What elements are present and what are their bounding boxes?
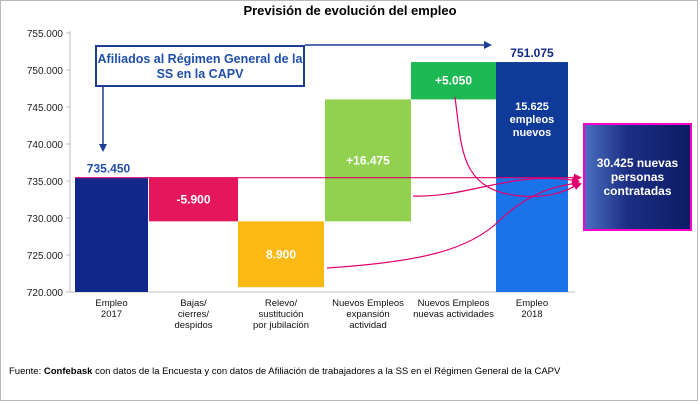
curve-new-activities bbox=[454, 96, 582, 198]
category-label: Empleo bbox=[516, 298, 548, 309]
source-rest: con datos de la Encuesta y con datos de … bbox=[92, 366, 561, 377]
source-note: Fuente: Confebask con datos de la Encues… bbox=[9, 366, 560, 377]
category-label: cierres/ bbox=[178, 309, 210, 320]
category-label: 2017 bbox=[101, 309, 122, 320]
bar bbox=[75, 177, 148, 292]
data-label: 751.075 bbox=[510, 46, 554, 60]
category-label: actividad bbox=[349, 320, 387, 331]
new-jobs-label: 15.625 bbox=[515, 101, 549, 113]
data-label: +5.050 bbox=[435, 74, 472, 88]
y-tick-label: 720.000 bbox=[27, 288, 64, 299]
new-jobs-label: empleos bbox=[510, 114, 555, 126]
category-label: sustitución bbox=[259, 309, 304, 320]
bar bbox=[149, 177, 238, 222]
y-tick-label: 745.000 bbox=[27, 103, 64, 114]
category-label: Relevo/ bbox=[265, 298, 298, 309]
source-bold: Confebask bbox=[43, 366, 93, 377]
data-label: +16.475 bbox=[346, 153, 390, 167]
new-hires-callout: 30.425 nuevas personas contratadas bbox=[583, 123, 692, 231]
category-label: por jubilación bbox=[253, 320, 309, 331]
y-tick-label: 725.000 bbox=[27, 251, 64, 262]
new-jobs-label: nuevos bbox=[513, 127, 552, 139]
data-label: 8.900 bbox=[266, 247, 296, 261]
category-label: expansión bbox=[346, 309, 389, 320]
chart-title: Previsión de evolución del empleo bbox=[243, 3, 457, 18]
y-tick-label: 750.000 bbox=[27, 66, 64, 77]
data-label: -5.900 bbox=[176, 193, 210, 207]
bar bbox=[325, 99, 411, 222]
bar-2018-base bbox=[496, 177, 568, 292]
category-label: Nuevos Empleos bbox=[418, 298, 490, 309]
bar bbox=[411, 62, 496, 100]
affiliates-callout: Afiliados al Régimen General de la SS en… bbox=[95, 45, 305, 87]
curve-expansion bbox=[412, 176, 580, 197]
category-label: Bajas/ bbox=[180, 298, 207, 309]
curve-relevo bbox=[326, 179, 580, 269]
bar bbox=[238, 221, 324, 288]
source-prefix: Fuente: bbox=[9, 366, 44, 377]
category-label: Nuevos Empleos bbox=[332, 298, 404, 309]
y-tick-label: 735.000 bbox=[27, 177, 64, 188]
category-label: nuevas actividades bbox=[413, 309, 494, 320]
data-label: 735.450 bbox=[87, 162, 131, 176]
y-tick-label: 755.000 bbox=[27, 29, 64, 40]
bar-2018-new bbox=[496, 62, 568, 178]
y-tick-label: 740.000 bbox=[27, 140, 64, 151]
category-label: 2018 bbox=[521, 309, 542, 320]
y-tick-label: 730.000 bbox=[27, 214, 64, 225]
category-label: Empleo bbox=[95, 298, 127, 309]
category-label: despidos bbox=[174, 320, 212, 331]
